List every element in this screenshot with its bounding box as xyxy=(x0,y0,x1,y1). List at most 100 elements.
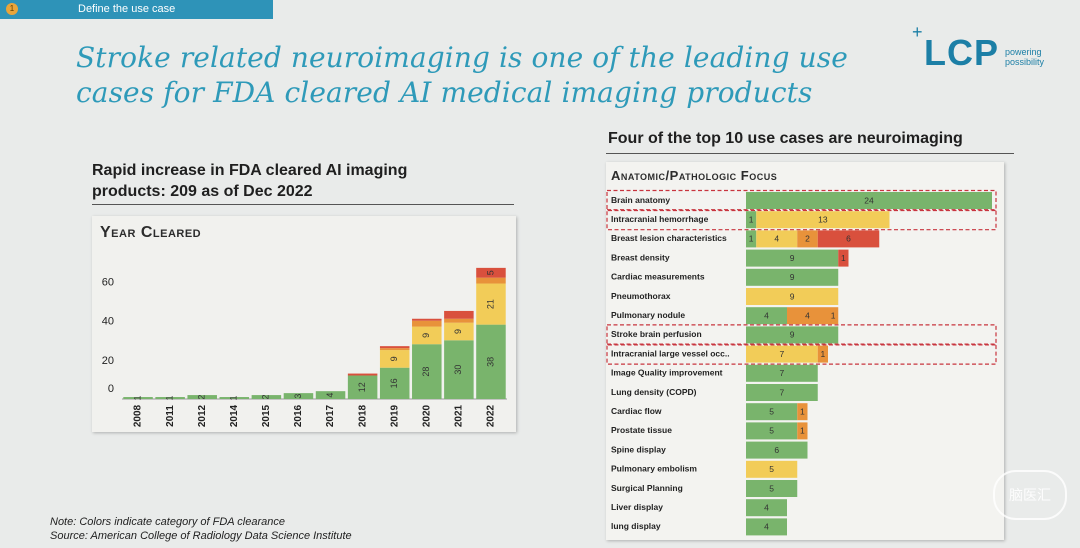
bar-value-label: 1 xyxy=(831,310,836,320)
bar-segment xyxy=(347,375,378,399)
section-header-bar: 1 Define the use case xyxy=(0,0,273,19)
bar-segment xyxy=(283,393,314,399)
bar-value-label: 1 xyxy=(821,349,826,359)
bar-segment xyxy=(219,397,250,399)
bar-segment xyxy=(476,267,506,278)
bar-value-label: 9 xyxy=(790,330,795,340)
bar-value-label: 16 xyxy=(389,378,399,388)
bar-segment xyxy=(746,460,798,478)
category-label: Liver display xyxy=(611,502,663,512)
bar-segment xyxy=(746,249,839,267)
bar-segment xyxy=(817,230,880,248)
bar-segment xyxy=(347,373,378,376)
bar-value-label: 1 xyxy=(800,406,805,416)
category-label: Lung density (COPD) xyxy=(611,387,697,397)
bar-value-label: 4 xyxy=(764,310,769,320)
category-label: Spine display xyxy=(611,444,666,454)
focus-title: Anatomic/Pathologic Focus xyxy=(611,168,778,183)
bar-segment xyxy=(746,230,757,248)
bar-value-label: 1 xyxy=(749,214,754,224)
footnote-source: Source: American College of Radiology Da… xyxy=(50,530,352,542)
bar-value-label: 1 xyxy=(749,234,754,244)
bar-segment xyxy=(412,344,442,399)
bar-segment xyxy=(155,397,185,399)
bar-segment xyxy=(379,367,410,399)
y-tick-label: 0 xyxy=(108,383,114,395)
bar-segment xyxy=(787,307,828,325)
bar-value-label: 38 xyxy=(485,357,495,367)
right-subtitle: Four of the top 10 use cases are neuroim… xyxy=(608,130,963,147)
right-divider xyxy=(606,153,1014,154)
bar-segment xyxy=(412,318,442,321)
bar-segment xyxy=(756,211,890,229)
bar-value-label: 3 xyxy=(293,394,303,399)
footnote-note: Note: Colors indicate category of FDA cl… xyxy=(50,516,285,528)
bar-segment xyxy=(746,345,818,363)
bar-value-label: 5 xyxy=(769,426,774,436)
category-label: Image Quality improvement xyxy=(611,368,723,378)
bar-value-label: 6 xyxy=(846,234,851,244)
bar-value-label: 1 xyxy=(841,253,846,263)
logo-text: LCP xyxy=(924,32,999,73)
left-subtitle: Rapid increase in FDA cleared AI imaging… xyxy=(92,160,512,202)
category-label: Breast lesion characteristics xyxy=(611,233,727,243)
x-tick-label: 2014 xyxy=(229,404,240,427)
bar-segment xyxy=(746,499,787,517)
bar-value-label: 7 xyxy=(780,368,785,378)
bar-value-label: 9 xyxy=(790,253,795,263)
left-subtitle-line1: Rapid increase in FDA cleared AI imaging xyxy=(92,162,408,179)
x-tick-label: 2017 xyxy=(325,404,336,427)
highlight-box xyxy=(606,324,997,346)
x-tick-label: 2020 xyxy=(421,404,432,427)
bar-value-label: 4 xyxy=(805,310,810,320)
x-tick-label: 2018 xyxy=(357,404,368,427)
category-label: Prostate tissue xyxy=(611,425,672,435)
category-label: lung display xyxy=(611,521,661,531)
bar-segment xyxy=(251,395,282,399)
bar-segment xyxy=(746,192,992,209)
section-label: Define the use case xyxy=(78,3,176,15)
bar-segment xyxy=(797,422,808,440)
bar-value-label: 9 xyxy=(790,272,795,282)
bar-segment xyxy=(444,322,474,341)
bar-value-label: 9 xyxy=(790,291,795,301)
bar-value-label: 4 xyxy=(764,502,769,512)
bar-value-label: 28 xyxy=(421,367,431,377)
bar-value-label: 30 xyxy=(453,365,463,375)
category-label: Cardiac measurements xyxy=(611,272,705,282)
bar-value-label: 2 xyxy=(197,395,207,400)
x-tick-label: 2021 xyxy=(454,404,465,427)
x-tick-label: 2019 xyxy=(389,404,400,427)
y-tick-label: 20 xyxy=(102,355,114,367)
bar-value-label: 6 xyxy=(774,445,779,455)
bar-segment xyxy=(838,249,849,267)
bar-segment xyxy=(746,403,798,421)
highlight-box xyxy=(606,209,997,231)
bar-segment xyxy=(476,283,506,325)
bar-segment xyxy=(444,318,474,323)
bar-segment xyxy=(828,307,839,325)
year-cleared-panel: 0 20 40 60 1 2008 1 2011 2 2012 1 2014 2 2015 3 2016 4 20… xyxy=(92,216,516,432)
bar-value-label: 5 xyxy=(769,464,774,474)
x-tick-label: 2012 xyxy=(197,404,208,427)
bar-value-label: 12 xyxy=(357,382,367,392)
bar-value-label: 9 xyxy=(389,356,399,361)
x-tick-label: 2022 xyxy=(486,404,497,427)
category-label: Brain anatomy xyxy=(611,195,670,205)
bar-value-label: 1 xyxy=(800,426,805,436)
bar-segment xyxy=(746,307,787,325)
highlight-box xyxy=(606,343,997,365)
bar-segment xyxy=(756,230,798,248)
bar-value-label: 9 xyxy=(453,329,463,334)
bar-value-label: 1 xyxy=(132,396,142,401)
category-label: Pulmonary embolism xyxy=(611,464,697,474)
bar-value-label: 5 xyxy=(485,270,495,275)
year-cleared-chart: 0 20 40 60 1 2008 1 2011 2 2012 1 2014 2 2015 3 2016 4 20… xyxy=(102,267,507,427)
step-number-badge: 1 xyxy=(6,3,18,15)
category-label: Pulmonary nodule xyxy=(611,310,685,320)
bar-value-label: 1 xyxy=(165,396,175,401)
year-cleared-title: Year Cleared xyxy=(100,224,202,241)
bar-segment xyxy=(797,230,818,248)
bar-segment xyxy=(412,320,442,327)
bar-value-label: 9 xyxy=(421,333,431,338)
